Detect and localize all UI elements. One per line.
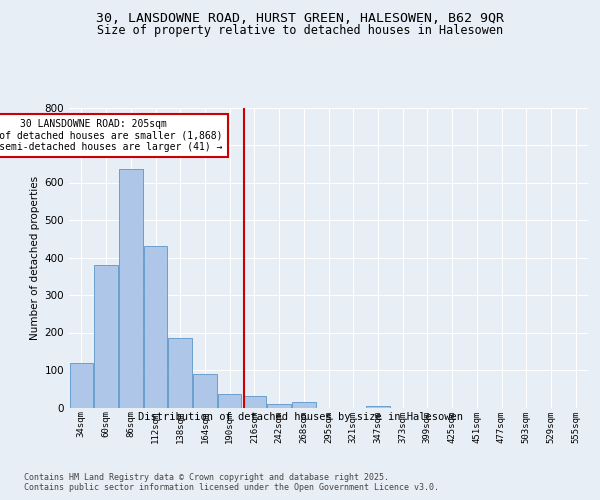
Y-axis label: Number of detached properties: Number of detached properties — [31, 176, 40, 340]
Bar — [268, 404, 291, 407]
Bar — [366, 406, 389, 407]
Text: Distribution of detached houses by size in Halesowen: Distribution of detached houses by size … — [137, 412, 463, 422]
Text: 30, LANSDOWNE ROAD, HURST GREEN, HALESOWEN, B62 9QR: 30, LANSDOWNE ROAD, HURST GREEN, HALESOW… — [96, 12, 504, 26]
Text: Contains public sector information licensed under the Open Government Licence v3: Contains public sector information licen… — [24, 484, 439, 492]
Bar — [218, 394, 241, 407]
Text: Size of property relative to detached houses in Halesowen: Size of property relative to detached ho… — [97, 24, 503, 37]
Text: 30 LANSDOWNE ROAD: 205sqm
← 98% of detached houses are smaller (1,868)
2% of sem: 30 LANSDOWNE ROAD: 205sqm ← 98% of detac… — [0, 119, 223, 152]
Bar — [169, 338, 192, 407]
Text: Contains HM Land Registry data © Crown copyright and database right 2025.: Contains HM Land Registry data © Crown c… — [24, 472, 389, 482]
Bar — [94, 265, 118, 408]
Bar — [193, 374, 217, 408]
Bar — [292, 402, 316, 407]
Bar — [242, 396, 266, 407]
Bar — [119, 170, 143, 408]
Bar — [144, 246, 167, 408]
Bar — [70, 362, 93, 408]
